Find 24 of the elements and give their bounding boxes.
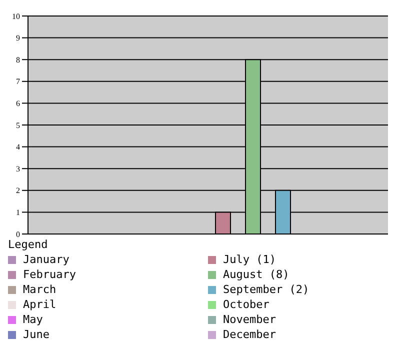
y-tick-label: 7 <box>16 77 20 86</box>
legend-label: August (8) <box>223 268 290 281</box>
legend-label: January <box>23 253 70 266</box>
y-tick-label: 0 <box>16 230 20 239</box>
legend-label: May <box>23 313 43 326</box>
y-tick-label: 2 <box>16 186 20 196</box>
y-tick-label: 5 <box>16 120 20 130</box>
y-tick-label: 10 <box>12 12 20 21</box>
legend-label: April <box>23 298 56 311</box>
y-tick-label: 9 <box>16 34 20 43</box>
y-tick-label: 6 <box>16 99 20 108</box>
legend-label: July (1) <box>223 253 276 266</box>
legend-label: March <box>23 283 56 296</box>
legend-label: October <box>223 298 270 311</box>
legend-label: December <box>223 328 276 341</box>
legend-label: June <box>23 328 50 341</box>
legend-title: Legend <box>8 238 49 252</box>
legend-label: September (2) <box>223 283 310 296</box>
y-tick-label: 1 <box>16 208 20 218</box>
legend-label: November <box>223 313 276 326</box>
y-tick-label: 3 <box>16 164 20 174</box>
y-tick-label: 4 <box>16 142 20 152</box>
y-tick-label: 8 <box>16 55 20 64</box>
legend-label: February <box>23 268 76 281</box>
